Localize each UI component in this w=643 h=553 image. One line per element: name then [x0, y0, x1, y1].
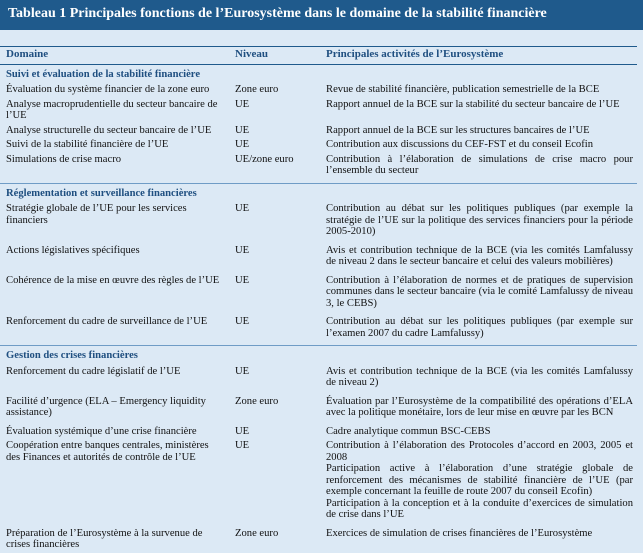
activite-text: Rapport annuel de la BCE sur les structu… [326, 124, 590, 136]
activite-text: Revue de stabilité financière, publicati… [326, 84, 600, 95]
activites-cell: Revue de stabilité financière, publicati… [320, 83, 637, 98]
domaine-cell: Évaluation du système financier de la zo… [6, 84, 210, 95]
domaine-cell: Préparation de l’Eurosystème à la surven… [6, 527, 203, 551]
table-row: Analyse structurelle du secteur bancaire… [0, 124, 637, 139]
activite-text: Rapport annuel de la BCE sur la stabilit… [326, 98, 620, 110]
niveau-cell: Zone euro [235, 527, 279, 539]
activites-cell: Rapport annuel de la BCE sur la stabilit… [320, 98, 637, 124]
niveau-cell: UE [235, 316, 250, 327]
table-row: Cohérence de la mise en œuvre des règles… [0, 274, 637, 316]
table-row: Analyse macroprudentielle du secteur ban… [0, 98, 637, 124]
niveau-cell: UE [235, 124, 250, 136]
activite-text: Contribution à l’élaboration de simulati… [326, 153, 633, 177]
activites-cell: Avis et contribution technique de la BCE… [320, 244, 637, 274]
column-header: Principales activités de l’Eurosystème [320, 46, 637, 65]
niveau-cell: UE [235, 98, 250, 110]
section-title: Réglementation et surveillance financièr… [0, 182, 637, 202]
table: Domaine Niveau Principales activités de l’… [0, 46, 637, 553]
domaine-cell: Cohérence de la mise en œuvre des règles… [6, 274, 220, 286]
activites-cell: Contribution à l’élaboration de normes e… [320, 274, 637, 316]
domaine-cell: Coopération entre banques centrales, min… [6, 440, 209, 463]
activite-text: Contribution à l’élaboration de normes e… [326, 274, 633, 309]
activites-cell: Rapport annuel de la BCE sur les structu… [320, 124, 637, 139]
table-row: Évaluation systémique d’une crise financ… [0, 425, 637, 440]
domaine-cell: Analyse macroprudentielle du secteur ban… [6, 98, 218, 122]
section-title: Suivi et évaluation de la stabilité fina… [0, 63, 637, 83]
activite-text: Avis et contribution technique de la BCE… [326, 244, 633, 268]
table-row: Actions législatives spécifiques UE Avis e… [0, 244, 637, 274]
activites-cell: Évaluation par l’Eurosystème de la compa… [320, 395, 637, 425]
niveau-cell: UE [235, 365, 250, 377]
section-row: Réglementation et surveillance financièr… [0, 182, 637, 202]
activites-cell: Contribution au débat sur les politiques… [320, 315, 637, 346]
domaine-cell: Actions législatives spécifiques [6, 244, 140, 256]
table-title: Tableau 1 Principales fonctions de l’Eur… [0, 0, 643, 30]
activite-text: Avis et contribution technique de la BCE… [326, 365, 633, 389]
table-row: Stratégie globale de l’UE pour les servi… [0, 202, 637, 244]
niveau-cell: Zone euro [235, 84, 279, 95]
niveau-cell: UE [235, 274, 250, 286]
activites-cell: Exercices de simulation de crises financ… [320, 527, 637, 553]
domaine-cell: Simulations de crise macro [6, 153, 122, 165]
activites-cell: Contribution à l’élaboration des Protoco… [320, 439, 637, 527]
table-row: Simulations de crise macro UE/zone euro Co… [0, 153, 637, 184]
section-title: Gestion des crises financières [0, 345, 637, 365]
table-row: Suivi de la stabilité financière de l’UE… [0, 138, 637, 153]
activites-cell: Contribution à l’élaboration de simulati… [320, 153, 637, 184]
table-row: Facilité d’urgence (ELA – Emergency liqu… [0, 395, 637, 425]
domaine-cell: Stratégie globale de l’UE pour les servi… [6, 203, 187, 226]
activite-text: Exercices de simulation de crises financ… [326, 527, 593, 539]
activite-text: Participation active à l’élaboration d’u… [326, 463, 633, 497]
niveau-cell: UE/zone euro [235, 153, 294, 165]
niveau-cell: UE [235, 440, 250, 451]
activite-text: Cadre analytique commun BSC-CEBS [326, 425, 491, 437]
niveau-cell: UE [235, 425, 250, 437]
column-header: Niveau [229, 46, 320, 65]
section-row: Gestion des crises financières [0, 345, 637, 365]
activites-cell: Contribution aux discussions du CEF-FST … [320, 138, 637, 153]
header-row: Domaine Niveau Principales activités de l’… [0, 46, 637, 65]
activite-text: Participation à la conception et à la co… [326, 497, 633, 521]
niveau-cell: UE [235, 244, 250, 256]
domaine-cell: Facilité d’urgence (ELA – Emergency liqu… [6, 395, 206, 419]
table-row: Préparation de l’Eurosystème à la surven… [0, 527, 637, 553]
section-row: Suivi et évaluation de la stabilité fina… [0, 63, 637, 83]
column-header: Domaine [0, 46, 229, 65]
niveau-cell: Zone euro [235, 395, 279, 407]
activites-cell: Cadre analytique commun BSC-CEBS [320, 425, 637, 440]
activite-text: Évaluation par l’Eurosystème de la compa… [326, 395, 633, 419]
domaine-cell: Renforcement du cadre de surveillance de… [6, 316, 208, 327]
activite-text: Contribution au débat sur les politiques… [326, 316, 633, 339]
table-row: Coopération entre banques centrales, min… [0, 439, 637, 527]
domaine-cell: Suivi de la stabilité financière de l’UE [6, 139, 169, 150]
table-body: Suivi et évaluation de la stabilité fina… [0, 63, 637, 553]
domaine-cell: Renforcement du cadre législatif de l’UE [6, 365, 181, 377]
table-row: Renforcement du cadre législatif de l’UE… [0, 365, 637, 395]
activites-cell: Avis et contribution technique de la BCE… [320, 365, 637, 395]
table-row: Évaluation du système financier de la zo… [0, 83, 637, 98]
activite-text: Contribution au débat sur les politiques… [326, 203, 633, 237]
niveau-cell: UE [235, 139, 250, 150]
domaine-cell: Analyse structurelle du secteur bancaire… [6, 124, 212, 136]
table-row: Renforcement du cadre de surveillance de… [0, 315, 637, 346]
activites-cell: Contribution au débat sur les politiques… [320, 202, 637, 244]
domaine-cell: Évaluation systémique d’une crise financ… [6, 425, 197, 437]
activite-text: Contribution aux discussions du CEF-FST … [326, 139, 593, 150]
activite-text: Contribution à l’élaboration des Protoco… [326, 440, 633, 463]
niveau-cell: UE [235, 203, 250, 214]
